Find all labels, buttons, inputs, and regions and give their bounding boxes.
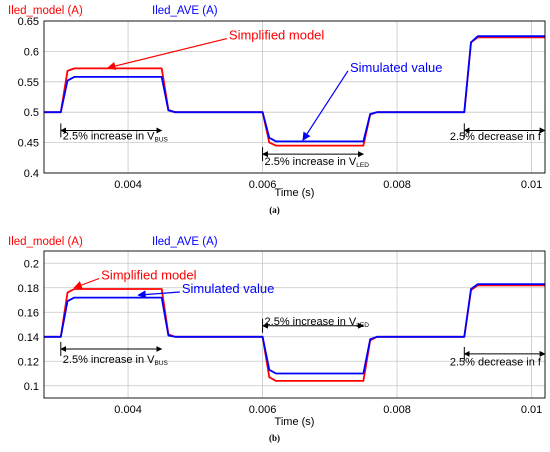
span-label-subscript: BUS	[155, 136, 169, 143]
span-label: 2.5% increase in VBUS	[63, 130, 169, 143]
plot-frame	[43, 20, 546, 174]
y-tick-label: 0.14	[18, 332, 39, 344]
y-tick-label: 0.65	[18, 16, 39, 28]
legend-average: Iled_AVE (A)	[152, 236, 218, 248]
x-tick-label: 0.008	[383, 404, 411, 416]
y-tick-label: 0.4	[24, 168, 39, 180]
span-label-text: 2.5% increase in V	[265, 316, 357, 328]
span-label-subscript: BUS	[155, 360, 169, 367]
span-label: 2.5% decrease in f	[450, 356, 542, 368]
x-tick-label: 0.008	[383, 179, 411, 191]
callout-simplified-model: Simplified model	[101, 268, 196, 283]
y-tick-label: 0.12	[18, 356, 39, 368]
callout-arrow	[137, 290, 180, 299]
legend-model: Iled_model (A)	[8, 236, 83, 248]
y-tick-label: 0.1	[24, 381, 39, 393]
chart-b: 0.1 0.12 0.14 0.16 0.18 0.2 0.004 0.006 0.008 0.0…	[8, 236, 546, 443]
span-label: 2.5% decrease in f	[450, 131, 542, 143]
x-tick-label: 0.004	[114, 404, 142, 416]
x-tick-label: 0.004	[114, 179, 142, 191]
y-tick-label: 0.5	[24, 107, 39, 119]
y-tick-label: 0.16	[18, 307, 39, 319]
figure-caption: (a)	[269, 205, 280, 215]
x-tick-label: 0.006	[249, 404, 277, 416]
span-label: 2.5% increase in VLED	[265, 316, 370, 329]
y-tick-label: 0.6	[24, 46, 39, 58]
callout-simulated-value: Simulated value	[182, 281, 275, 296]
y-tick-label: 0.45	[18, 138, 39, 150]
callout-arrow	[73, 277, 100, 290]
figure-caption: (b)	[269, 433, 280, 443]
x-axis-label: Time (s)	[275, 416, 315, 428]
span-label-text: 2.5% decrease in f	[450, 356, 542, 368]
span-label: 2.5% increase in VLED	[265, 156, 370, 169]
y-tick-label: 0.55	[18, 77, 39, 89]
callout-simplified-model: Simplified model	[229, 28, 324, 43]
span-label: 2.5% increase in VBUS	[63, 354, 169, 367]
series-line-average	[44, 283, 545, 375]
span-label-text: 2.5% increase in V	[63, 130, 155, 142]
plot-frame	[43, 250, 546, 399]
span-label-text: 2.5% decrease in f	[450, 131, 542, 143]
x-tick-label: 0.01	[521, 179, 542, 191]
series-line-average	[44, 35, 545, 143]
x-tick-label: 0.006	[249, 179, 277, 191]
span-label-text: 2.5% increase in V	[265, 156, 357, 168]
plot-area	[44, 21, 545, 173]
callout-arrow	[107, 38, 228, 71]
legend-model: Iled_model (A)	[8, 5, 83, 17]
x-tick-label: 0.01	[521, 404, 542, 416]
span-label-text: 2.5% increase in V	[63, 354, 155, 366]
x-axis-label: Time (s)	[275, 187, 315, 199]
y-tick-label: 0.18	[18, 283, 39, 295]
y-tick-label: 0.2	[24, 258, 39, 270]
span-label-subscript: LED	[356, 322, 369, 329]
chart-a: 0.4 0.45 0.5 0.55 0.6 0.65 0.004 0.006 0.008 0.01…	[8, 5, 546, 215]
callout-arrow	[302, 70, 349, 141]
legend-average: Iled_AVE (A)	[152, 5, 218, 17]
callout-simulated-value: Simulated value	[350, 60, 443, 75]
span-label-subscript: LED	[356, 162, 369, 169]
